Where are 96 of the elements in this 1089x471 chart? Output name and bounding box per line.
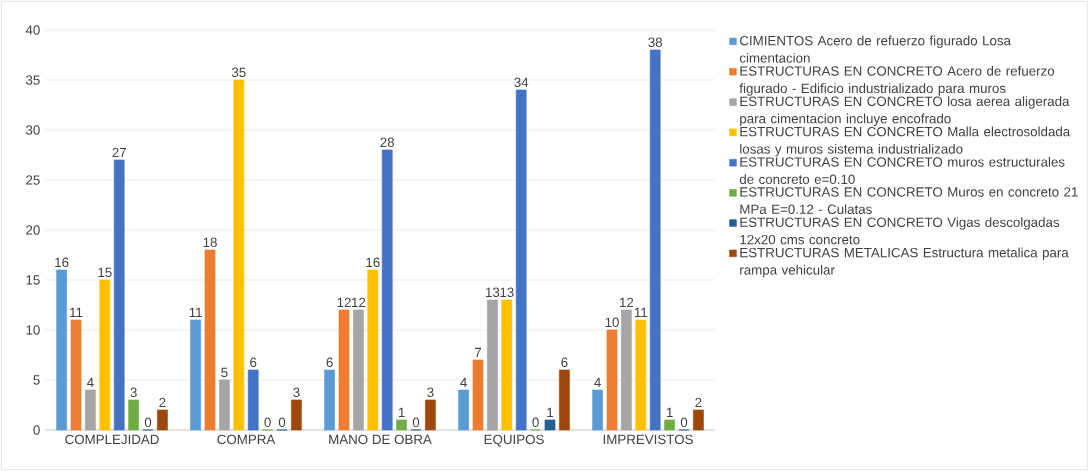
bar (515, 89, 527, 431)
bar (396, 419, 407, 431)
bar (70, 319, 82, 431)
bar (157, 409, 168, 431)
data-label: 6 (250, 357, 257, 368)
data-label: 1 (666, 407, 673, 418)
y-tick-label: 35 (25, 75, 40, 85)
data-label: 5 (221, 367, 228, 378)
x-tick-label: MANO DE OBRA (329, 434, 432, 445)
y-tick-label: 0 (33, 425, 40, 435)
legend-label: ESTRUCTURAS EN CONCRETO Malla electrosoldada losas y muros sistema industrializado (740, 126, 1071, 157)
data-label: 2 (695, 397, 702, 408)
data-label: 11 (70, 307, 83, 318)
bar (219, 379, 230, 431)
bar (501, 299, 513, 431)
data-label: 3 (130, 387, 137, 398)
legend-label: ESTRUCTURAS METALICAS Estructura metalica para rampa vehicular (740, 247, 1069, 278)
data-label: 10 (605, 317, 619, 328)
data-label: 13 (486, 287, 500, 298)
data-label: 16 (366, 257, 380, 268)
bar (338, 309, 350, 431)
data-label: 13 (500, 287, 514, 298)
bar (635, 319, 647, 431)
y-tick-label: 20 (26, 225, 40, 235)
data-label: 27 (112, 147, 126, 158)
data-label: 35 (231, 67, 246, 78)
bar (544, 419, 556, 431)
bar (381, 149, 393, 431)
x-tick-label: IMPREVISTOS (603, 434, 693, 445)
data-label: 34 (514, 77, 529, 88)
data-label: 0 (144, 417, 152, 428)
data-label: 4 (594, 377, 601, 388)
data-label: 4 (87, 377, 94, 388)
y-tick-label: 40 (25, 25, 40, 35)
bar (458, 389, 469, 431)
data-label: 1 (398, 407, 405, 418)
legend-label: ESTRUCTURAS EN CONCRETO Vigas descolgadas 12x20 cms concreto (740, 217, 1060, 245)
bar (664, 419, 675, 431)
data-label: 3 (427, 387, 434, 398)
x-tick-label: EQUIPOS (484, 434, 544, 447)
data-label: 0 (680, 417, 688, 428)
data-label: 28 (380, 137, 395, 148)
data-label: 0 (412, 417, 420, 428)
y-tick-label: 25 (26, 175, 40, 185)
legend-label: ESTRUCTURAS EN CONCRETO losa aerea aligerada para cimentacion incluye encofrado (740, 96, 1070, 126)
bar (190, 319, 201, 431)
data-label: 38 (648, 37, 663, 48)
y-tick-label: 30 (25, 125, 40, 135)
bar (425, 399, 436, 431)
data-label: 6 (326, 357, 333, 368)
data-label: 0 (264, 417, 271, 428)
bar (247, 369, 259, 431)
bar (592, 389, 603, 431)
bar (85, 389, 96, 431)
data-label: 18 (203, 237, 217, 248)
bar (693, 409, 704, 431)
data-label: 16 (55, 257, 69, 268)
bar (324, 369, 335, 431)
bar (621, 309, 632, 431)
bar (487, 299, 498, 431)
data-label: 0 (532, 417, 539, 428)
bar (353, 309, 364, 431)
bar (606, 329, 618, 431)
data-label: 2 (159, 397, 166, 408)
data-label: 12 (352, 297, 366, 308)
data-label: 7 (474, 347, 482, 358)
data-label: 6 (561, 357, 568, 368)
data-label: 12 (620, 297, 634, 308)
bar (649, 49, 661, 431)
y-tick-label: 15 (26, 275, 40, 285)
y-tick-label: 10 (26, 325, 40, 335)
legend-label: ESTRUCTURAS EN CONCRETO Acero de refuerzo figurado - Edificio industrializado para muros (739, 65, 1055, 96)
x-tick-label: COMPRA (217, 434, 276, 445)
data-label: 12 (337, 297, 351, 308)
bar (291, 399, 302, 431)
legend-label: ESTRUCTURAS EN CONCRETO muros estructurales de concreto e=0.10 (739, 156, 1065, 185)
bar (204, 249, 216, 431)
bar (559, 369, 570, 431)
y-tick-label: 5 (33, 375, 40, 385)
bar (99, 279, 111, 431)
x-tick-label: COMPLEJIDAD (65, 434, 159, 445)
bar (472, 359, 484, 431)
legend-label: ESTRUCTURAS EN CONCRETO Muros en concreto 21 MPa E=0.12 - Culatas (740, 187, 1078, 214)
bar (233, 79, 245, 431)
bar (367, 269, 379, 431)
data-label: 0 (278, 417, 286, 428)
data-label: 15 (98, 267, 112, 278)
bar (113, 159, 125, 431)
legend-label: CIMIENTOS Acero de refuerzo figurado Losa cimentacion (739, 35, 1011, 63)
data-label: 11 (634, 307, 648, 318)
bar (128, 399, 139, 431)
data-label: 4 (460, 377, 467, 388)
data-label: 1 (547, 407, 554, 418)
data-label: 11 (189, 307, 202, 318)
data-label: 3 (293, 387, 300, 398)
bar (56, 269, 67, 431)
